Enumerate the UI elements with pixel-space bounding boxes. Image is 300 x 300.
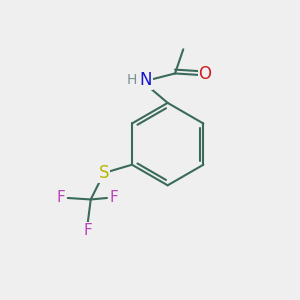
Text: S: S	[99, 164, 109, 182]
Text: O: O	[199, 65, 212, 83]
Text: N: N	[139, 71, 152, 89]
Text: F: F	[109, 190, 118, 206]
Text: H: H	[126, 73, 136, 87]
Text: F: F	[83, 223, 92, 238]
Text: F: F	[57, 190, 66, 206]
